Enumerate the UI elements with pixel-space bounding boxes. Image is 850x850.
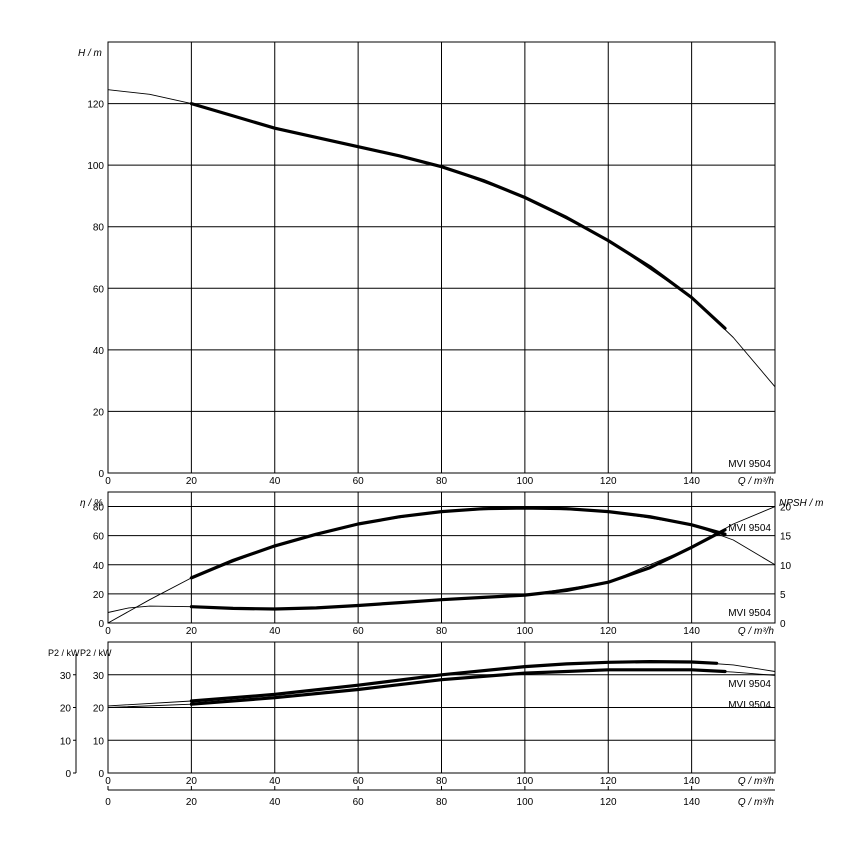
y-axis-label: H / m bbox=[78, 48, 102, 59]
y-tick-label: 100 bbox=[87, 161, 104, 172]
y-axis-label: η / % bbox=[80, 498, 103, 509]
bottom-x-tick-label: 120 bbox=[600, 797, 617, 808]
y-tick-label: 80 bbox=[93, 223, 105, 234]
y2-tick-label: 20 bbox=[780, 503, 792, 514]
series-line-efficiency-full-curve bbox=[107, 507, 776, 624]
bottom-x-tick-label: 80 bbox=[436, 797, 448, 808]
bottom-x-axis-label: Q / m³/h bbox=[738, 797, 775, 808]
x-tick-label: 40 bbox=[269, 626, 281, 637]
x-tick-label: 0 bbox=[105, 476, 111, 487]
y2-tick-label: 0 bbox=[780, 619, 786, 630]
bottom-x-tick-label: 20 bbox=[186, 797, 198, 808]
x-tick-label: 60 bbox=[353, 476, 365, 487]
bottom-x-tick-label: 140 bbox=[683, 797, 700, 808]
model-label-npsh: MVI 9504 bbox=[728, 608, 771, 619]
x-tick-label: 120 bbox=[600, 626, 617, 637]
x-tick-label: 80 bbox=[436, 626, 448, 637]
outer-y-tick-label: 10 bbox=[60, 736, 72, 747]
x-tick-label: 20 bbox=[186, 626, 198, 637]
y-tick-label: 20 bbox=[93, 704, 105, 715]
outer-y-tick-label: 20 bbox=[60, 704, 72, 715]
x-tick-label: 120 bbox=[600, 476, 617, 487]
x-tick-label: 80 bbox=[436, 476, 448, 487]
series-line-npsh-full-curve bbox=[107, 506, 776, 613]
x-tick-label: 60 bbox=[353, 776, 365, 787]
y-tick-label: 120 bbox=[87, 100, 104, 111]
outer-y-tick-label: 0 bbox=[65, 769, 71, 780]
y-tick-label: 40 bbox=[93, 561, 105, 572]
bottom-x-tick-label: 40 bbox=[269, 797, 281, 808]
bottom-x-tick-label: 100 bbox=[517, 797, 534, 808]
x-axis-label: Q / m³/h bbox=[738, 476, 775, 487]
y-tick-label: 40 bbox=[93, 346, 105, 357]
bottom-x-tick-label: 0 bbox=[105, 797, 111, 808]
x-tick-label: 100 bbox=[517, 626, 534, 637]
x-tick-label: 20 bbox=[186, 776, 198, 787]
x-tick-label: 140 bbox=[683, 626, 700, 637]
y2-tick-label: 5 bbox=[780, 590, 786, 601]
y-tick-label: 80 bbox=[93, 503, 105, 514]
x-tick-label: 40 bbox=[269, 476, 281, 487]
x-axis-label: Q / m³/h bbox=[738, 626, 775, 637]
series-line-full-curve bbox=[107, 89, 776, 388]
y-axis-label-outer: P2 / kW bbox=[48, 648, 80, 658]
x-tick-label: 100 bbox=[517, 476, 534, 487]
bottom-x-tick-label: 60 bbox=[353, 797, 365, 808]
shared-x-axis: 0 20 40 60 80 100 120 140 Q / m³/h bbox=[105, 786, 775, 808]
y-tick-label: 30 bbox=[93, 671, 105, 682]
y-tick-label: 60 bbox=[93, 532, 105, 543]
efficiency-npsh-panel: 0 20 40 60 80 0 5 10 15 20 0 20 40 60 80 100 120 140 Q / m… bbox=[80, 491, 823, 637]
x-tick-label: 60 bbox=[353, 626, 365, 637]
y2-tick-label: 15 bbox=[780, 532, 792, 543]
head-panel: 0 20 40 60 80 100 120 0 20 40 60 80 100 120 140 Q / m³/… bbox=[78, 41, 776, 487]
x-tick-label: 0 bbox=[105, 776, 111, 787]
x-tick-label: 140 bbox=[683, 476, 700, 487]
x-axis-label: Q / m³/h bbox=[738, 776, 775, 787]
x-tick-label: 0 bbox=[105, 626, 111, 637]
x-tick-label: 100 bbox=[517, 776, 534, 787]
y2-axis-label: NPSH / m bbox=[779, 498, 823, 509]
y-tick-label: 60 bbox=[93, 284, 105, 295]
y-tick-label: 20 bbox=[93, 590, 105, 601]
x-tick-label: 20 bbox=[186, 476, 198, 487]
y-tick-label: 10 bbox=[93, 736, 105, 747]
x-tick-label: 40 bbox=[269, 776, 281, 787]
y-axis-label-inner: P2 / kW bbox=[80, 648, 112, 658]
x-tick-label: 140 bbox=[683, 776, 700, 787]
y-tick-label: 0 bbox=[98, 619, 104, 630]
series-line-power-lower-full-curve bbox=[107, 669, 776, 708]
y-tick-label: 20 bbox=[93, 407, 105, 418]
outer-y-tick-label: 30 bbox=[60, 671, 72, 682]
y-tick-label: 0 bbox=[98, 769, 104, 780]
model-label: MVI 9504 bbox=[728, 459, 771, 470]
y-tick-label: 0 bbox=[98, 469, 104, 480]
model-label-upper: MVI 9504 bbox=[728, 679, 771, 690]
series-line-power-upper-full-curve bbox=[107, 661, 776, 707]
model-label-lower: MVI 9504 bbox=[728, 700, 771, 711]
y2-tick-label: 10 bbox=[780, 561, 792, 572]
x-tick-label: 80 bbox=[436, 776, 448, 787]
model-label-efficiency: MVI 9504 bbox=[728, 523, 771, 534]
x-tick-label: 120 bbox=[600, 776, 617, 787]
